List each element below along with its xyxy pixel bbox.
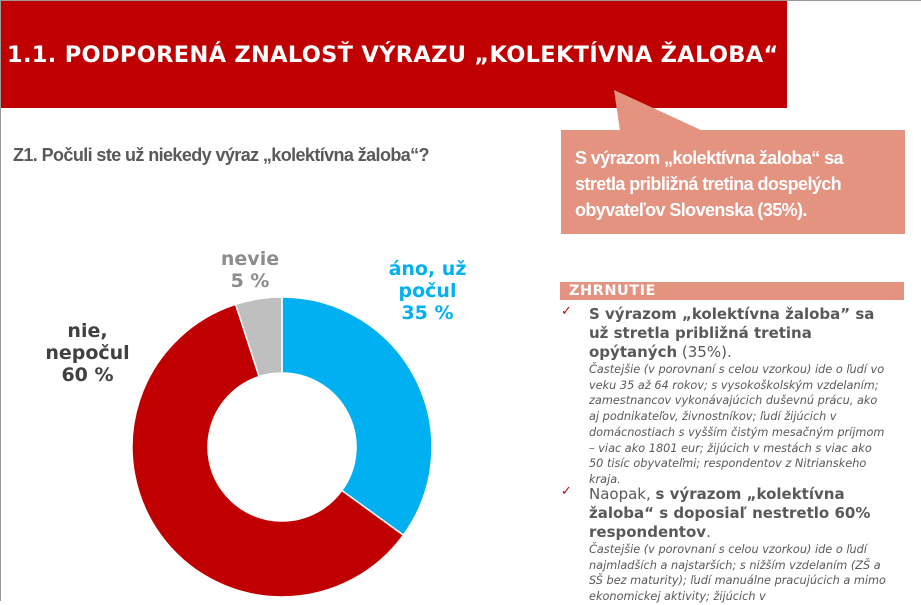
question-text: Z1. Počuli ste už niekedy výraz „kolektí… — [13, 145, 430, 165]
label-nevie-line1: nevie — [220, 248, 280, 270]
label-nie-value: 60 % — [61, 364, 114, 386]
summary-item-2-detail: Častejšie (v porovnaní s celou vzorkou) … — [589, 543, 886, 604]
page-title: 1.1. PODPORENÁ ZNALOSŤ VÝRAZU „KOLEKTÍVN… — [7, 42, 779, 68]
label-nie-line1: nie, — [67, 320, 108, 342]
summary-item-2-bold: s výrazom „kolektívna žaloba“ s doposiaľ… — [589, 485, 871, 541]
label-nevie-value: 5 % — [230, 270, 270, 292]
label-ano-line1: áno, už — [388, 258, 467, 280]
donut-slice-2 — [131, 303, 405, 598]
summary-item-2: Naopak, s výrazom „kolektívna žaloba“ s … — [589, 485, 889, 605]
label-ano-value: 35 % — [401, 302, 454, 324]
check-icon: ✓ — [561, 304, 572, 319]
label-ano-line2: počul — [398, 280, 457, 302]
label-nevie: nevie 5 % — [205, 248, 295, 292]
donut-slice-3 — [234, 296, 283, 378]
callout-box — [561, 130, 905, 234]
donut-slice-1 — [281, 296, 433, 537]
label-ano: áno, už počul 35 % — [380, 258, 475, 324]
title-bar — [1, 1, 787, 108]
summary-item-1-tail: (35%). — [677, 343, 732, 361]
summary-item-1: S výrazom „kolektívna žaloba” sa už stre… — [589, 305, 889, 488]
summary-item-1-detail: Častejšie (v porovnaní s celou vzorkou) … — [589, 363, 885, 486]
summary-item-1-bold: S výrazom „kolektívna žaloba” sa už stre… — [589, 305, 875, 361]
label-nie-line2: nepočul — [45, 342, 130, 364]
check-icon: ✓ — [561, 484, 572, 499]
left-border — [0, 0, 1, 601]
summary-item-2-tail: . — [706, 523, 711, 541]
summary-item-2-lead: Naopak, — [589, 485, 656, 503]
callout-text: S výrazom „kolektívna žaloba“ sa stretla… — [575, 148, 844, 220]
top-border — [0, 0, 921, 1]
label-nie: nie, nepočul 60 % — [30, 320, 145, 386]
summary-heading: ZHRNUTIE — [560, 282, 904, 300]
